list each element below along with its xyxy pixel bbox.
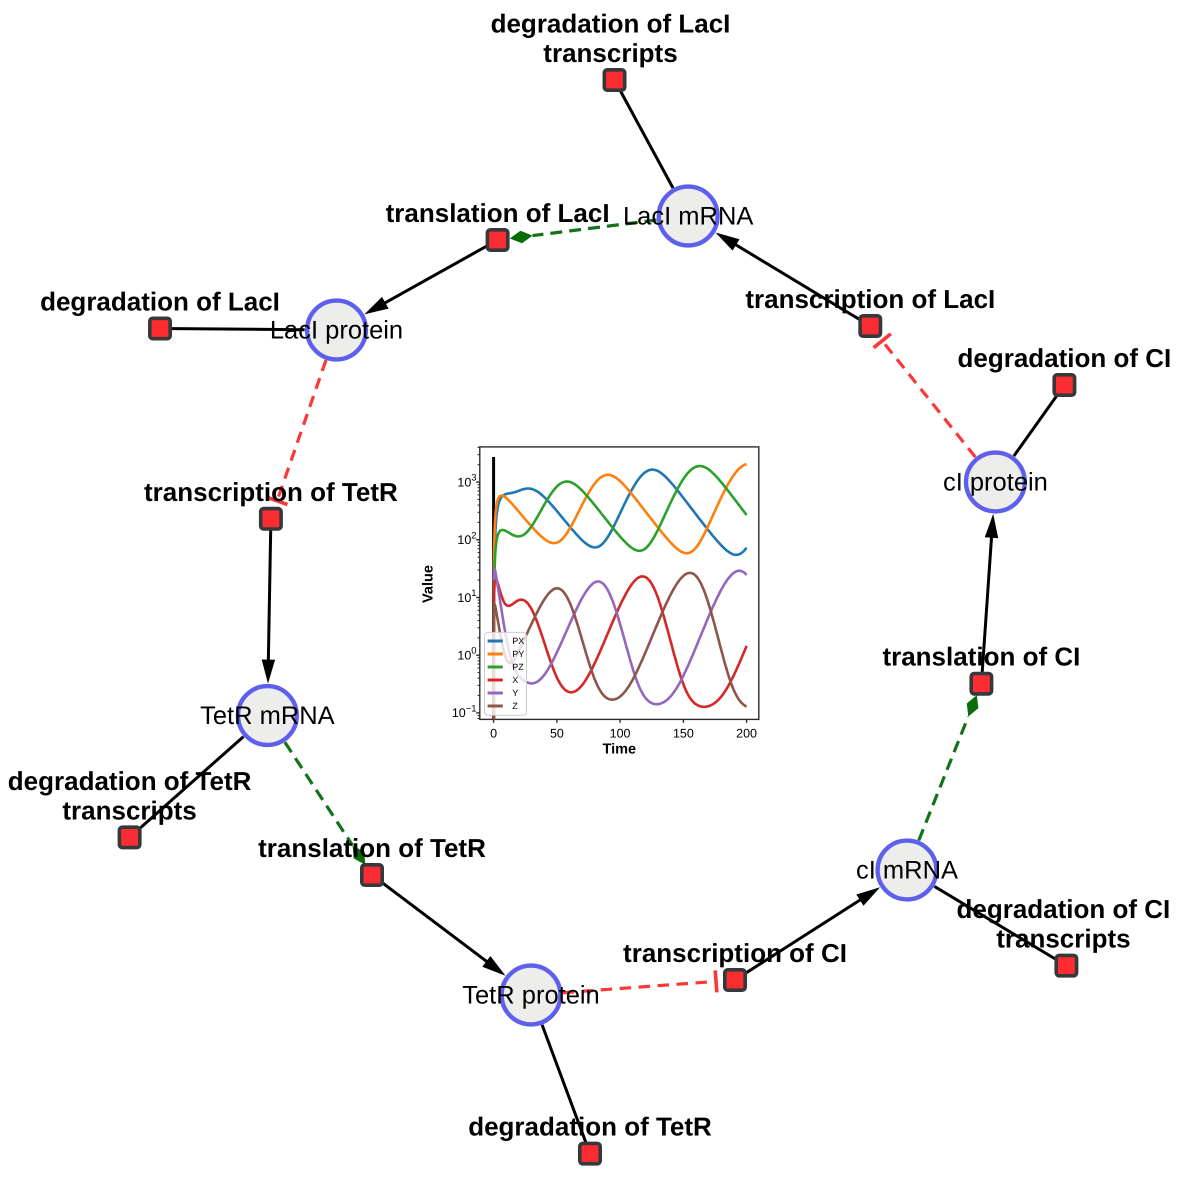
svg-text:Y: Y (512, 688, 518, 698)
svg-text:degradation of LacI: degradation of LacI (40, 287, 280, 317)
svg-text:101: 101 (457, 588, 476, 605)
svg-text:PY: PY (512, 649, 524, 659)
svg-text:LacI protein: LacI protein (270, 317, 403, 345)
svg-text:transcription of TetR: transcription of TetR (144, 477, 398, 507)
svg-text:cI mRNA: cI mRNA (856, 857, 958, 885)
svg-text:degradation of CI: degradation of CI (957, 894, 1171, 924)
svg-text:200: 200 (736, 727, 757, 741)
svg-text:translation of LacI: translation of LacI (386, 198, 610, 228)
svg-text:Z: Z (512, 701, 518, 711)
svg-text:translation of TetR: translation of TetR (258, 833, 486, 863)
svg-text:degradation of LacI: degradation of LacI (491, 9, 731, 39)
svg-text:transcripts: transcripts (62, 795, 196, 825)
svg-text:transcripts: transcripts (996, 924, 1130, 954)
svg-text:Value: Value (421, 565, 437, 603)
svg-text:transcription of CI: transcription of CI (623, 938, 847, 968)
svg-text:100: 100 (610, 727, 631, 741)
svg-text:TetR protein: TetR protein (462, 982, 600, 1010)
svg-text:translation of CI: translation of CI (882, 642, 1080, 672)
svg-text:degradation of CI: degradation of CI (958, 343, 1172, 373)
svg-text:LacI mRNA: LacI mRNA (623, 203, 753, 231)
svg-text:10−1: 10−1 (452, 703, 477, 720)
svg-text:TetR mRNA: TetR mRNA (200, 702, 335, 730)
svg-text:150: 150 (673, 727, 694, 741)
svg-text:degradation of TetR: degradation of TetR (8, 766, 252, 796)
svg-text:PZ: PZ (512, 662, 524, 672)
svg-text:103: 103 (457, 473, 476, 490)
svg-text:50: 50 (550, 727, 564, 741)
svg-text:0: 0 (490, 727, 497, 741)
svg-text:cI protein: cI protein (943, 469, 1048, 497)
svg-text:Time: Time (603, 742, 637, 758)
svg-text:X: X (512, 675, 518, 685)
svg-text:102: 102 (457, 530, 476, 547)
svg-text:100: 100 (457, 646, 476, 663)
svg-text:transcripts: transcripts (543, 38, 677, 68)
svg-text:PX: PX (512, 636, 524, 646)
svg-text:transcription of LacI: transcription of LacI (745, 284, 995, 314)
svg-text:degradation of TetR: degradation of TetR (468, 1112, 712, 1142)
